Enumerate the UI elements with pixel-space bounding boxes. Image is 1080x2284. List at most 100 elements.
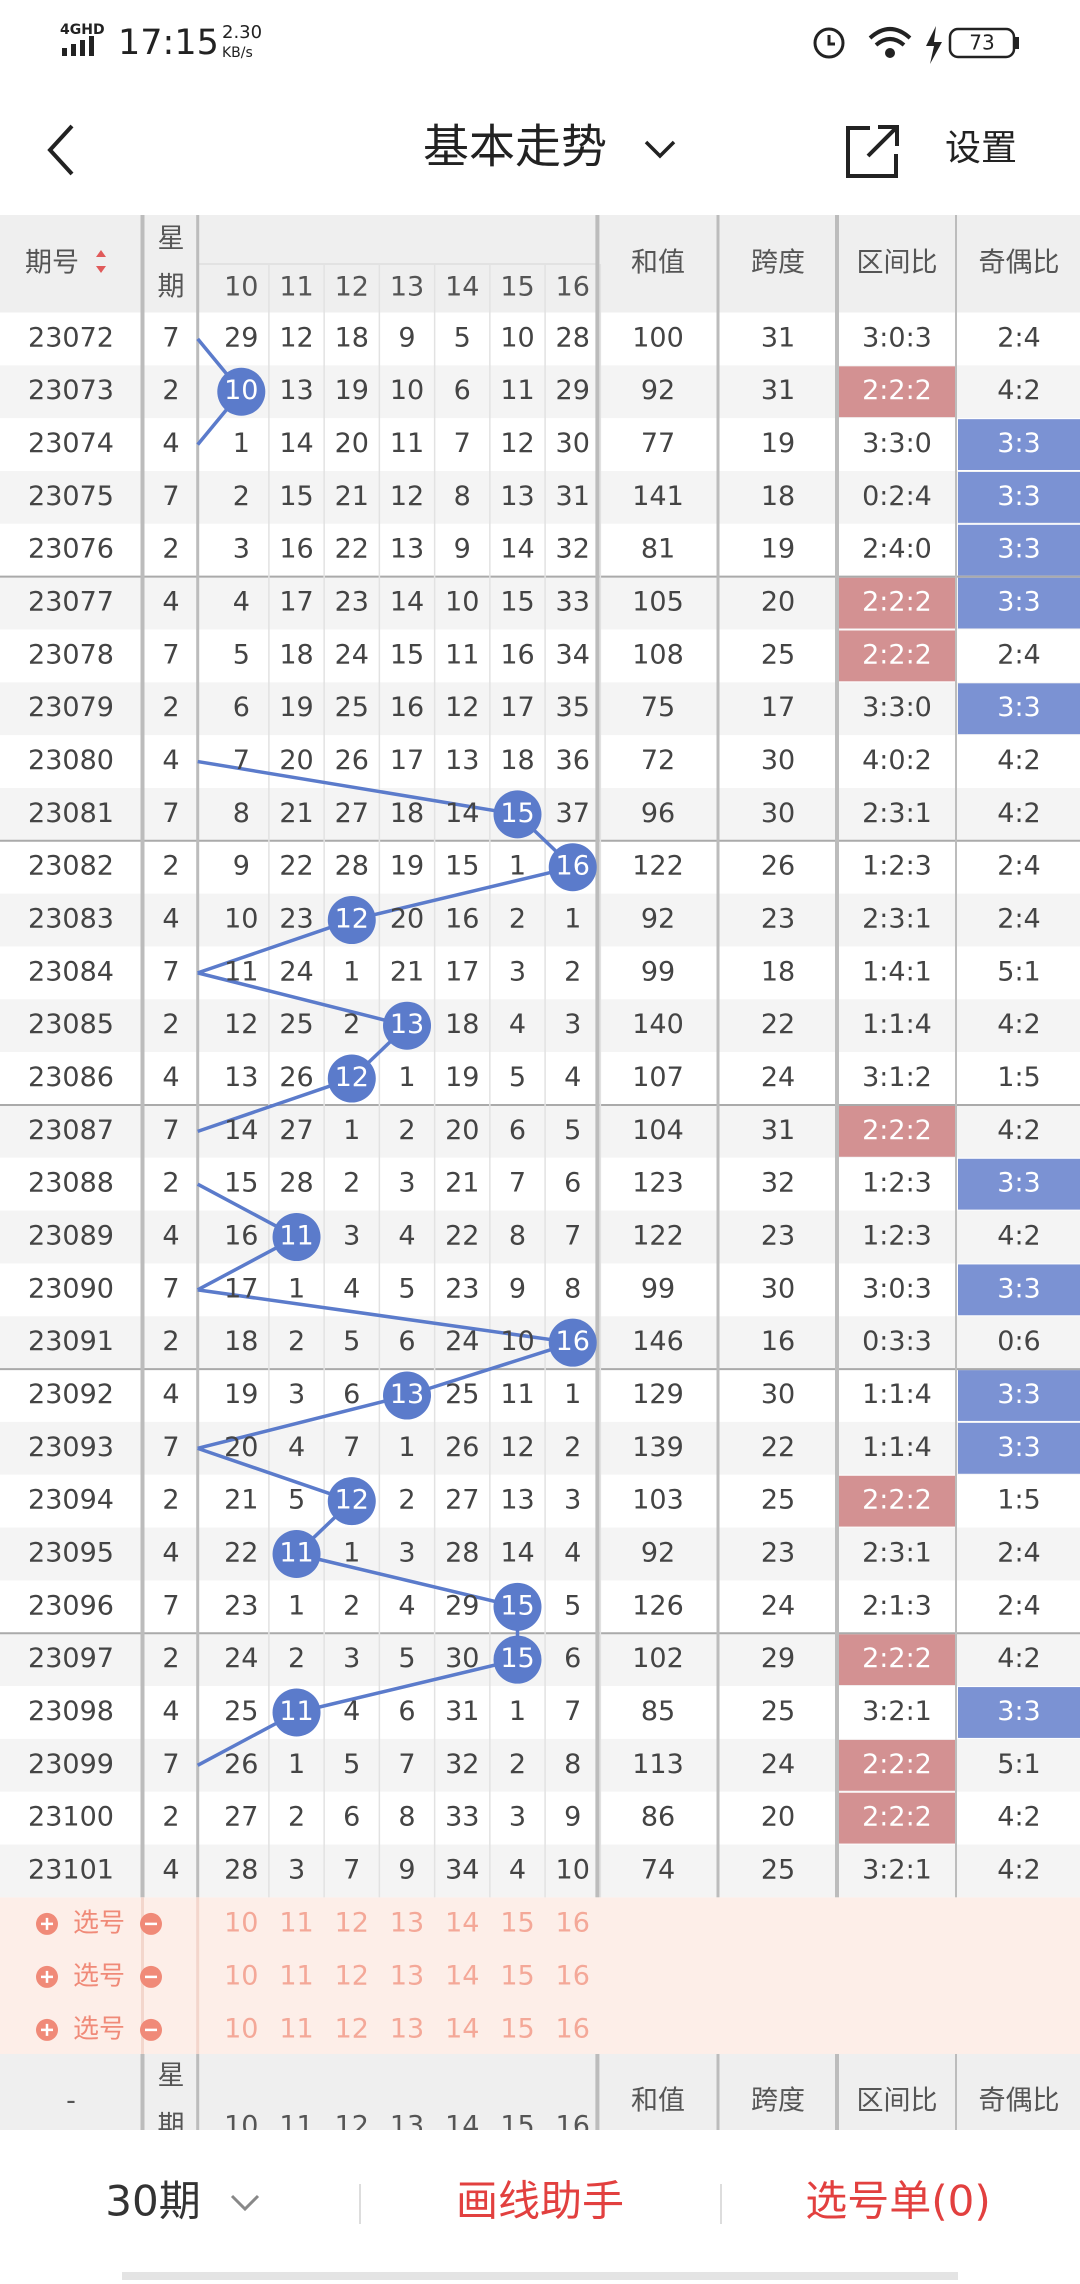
miss-count: 5 [398, 1643, 415, 1674]
settings-button[interactable]: 设置 [945, 128, 1017, 169]
span: 31 [761, 322, 795, 353]
selectable-number[interactable]: 16 [556, 2013, 590, 2044]
selectable-number[interactable]: 16 [556, 1960, 590, 1991]
hit-number: 15 [500, 798, 534, 829]
miss-count: 5 [564, 1590, 581, 1621]
miss-count: 11 [500, 1379, 534, 1410]
miss-count: 6 [398, 1696, 415, 1727]
miss-count: 12 [390, 481, 424, 512]
miss-count: 12 [445, 692, 479, 723]
sort-header[interactable]: 期号 [25, 248, 79, 279]
miss-count: 3 [509, 956, 526, 987]
selectable-number[interactable]: 11 [279, 1960, 313, 1991]
zone-highlight [838, 1105, 956, 1157]
miss-count: 2 [398, 1485, 415, 1516]
selector-label[interactable]: 选号 [73, 2014, 125, 2044]
issue-number: 23079 [28, 692, 114, 723]
selectable-number[interactable]: 11 [279, 2013, 313, 2044]
weekday: 7 [162, 322, 179, 353]
column-header: 区间比 [857, 248, 938, 279]
miss-count: 1 [288, 1590, 305, 1621]
selectable-number[interactable]: 12 [335, 1960, 369, 1991]
selectable-number[interactable]: 15 [500, 2013, 534, 2044]
odd-even: 4:2 [997, 1802, 1040, 1833]
miss-count: 6 [564, 1643, 581, 1674]
selectable-number[interactable]: 13 [390, 1907, 424, 1938]
weekday: 2 [162, 1168, 179, 1199]
odd-even: 3:3 [997, 481, 1040, 512]
hit-ball [493, 1635, 542, 1684]
miss-count: 10 [445, 587, 479, 618]
zone-ratio: 2:2:2 [862, 1802, 932, 1833]
selectable-number[interactable]: 10 [224, 1960, 258, 1991]
miss-count: 23 [445, 1273, 479, 1304]
hit-number: 11 [279, 1221, 313, 1252]
zone-ratio: 3:3:0 [862, 692, 932, 723]
miss-count: 5 [288, 1485, 305, 1516]
selectable-number[interactable]: 14 [445, 1960, 479, 1991]
sum: 85 [641, 1696, 675, 1727]
span: 23 [761, 1538, 795, 1569]
miss-count: 8 [564, 1749, 581, 1780]
span: 25 [761, 1485, 795, 1516]
miss-count: 21 [224, 1485, 258, 1516]
issue-number: 23073 [28, 375, 114, 406]
sum: 74 [641, 1854, 675, 1885]
selectable-number[interactable]: 10 [224, 1907, 258, 1938]
column-header: 和值 [631, 2086, 685, 2117]
selector-label[interactable]: 选号 [73, 1961, 125, 1991]
share-button[interactable] [846, 125, 899, 178]
zone-highlight [838, 1739, 956, 1791]
battery-icon [948, 27, 1016, 59]
zone-ratio: 4:0:2 [862, 745, 932, 776]
title-dropdown[interactable] [644, 140, 676, 159]
zone-highlight [838, 366, 956, 418]
page-title[interactable]: 基本走势 [423, 120, 607, 174]
weekday: 4 [162, 1221, 179, 1252]
row-background [0, 1052, 1080, 1105]
weekday: 7 [162, 798, 179, 829]
period-selector[interactable]: 30期 [105, 2177, 200, 2226]
selectable-number[interactable]: 16 [556, 1907, 590, 1938]
miss-count: 28 [335, 851, 369, 882]
weekday: 2 [162, 1009, 179, 1040]
zone-ratio: 2:2:2 [862, 375, 932, 406]
network-label: 4GHD [60, 22, 105, 38]
span: 31 [761, 375, 795, 406]
miss-count: 17 [279, 587, 313, 618]
hit-ball [493, 1582, 542, 1631]
back-button[interactable] [47, 124, 74, 176]
miss-count: 7 [564, 1221, 581, 1252]
weekday: 2 [162, 1802, 179, 1833]
odd-even-highlight [958, 419, 1080, 470]
selectable-number[interactable]: 11 [279, 1907, 313, 1938]
selectable-number[interactable]: 15 [500, 1960, 534, 1991]
selectable-number[interactable]: 14 [445, 2013, 479, 2044]
draw-helper-button[interactable]: 画线助手 [456, 2177, 624, 2226]
miss-count: 27 [224, 1802, 258, 1833]
selector-label[interactable]: 选号 [73, 1908, 125, 1938]
row-background [0, 1844, 1080, 1898]
miss-count: 21 [445, 1168, 479, 1199]
odd-even: 3:3 [997, 1432, 1040, 1463]
selectable-number[interactable]: 13 [390, 1960, 424, 1991]
miss-count: 37 [556, 798, 590, 829]
selectable-number[interactable]: 12 [335, 1907, 369, 1938]
selectable-number[interactable]: 10 [224, 2013, 258, 2044]
selectable-number[interactable]: 15 [500, 1907, 534, 1938]
pick-list-button[interactable]: 选号单(0) [805, 2177, 991, 2226]
miss-count: 2 [288, 1802, 305, 1833]
hit-number: 15 [500, 1643, 534, 1674]
selectable-number[interactable]: 14 [445, 1907, 479, 1938]
issue-number: 23076 [28, 534, 114, 565]
miss-count: 7 [233, 745, 250, 776]
miss-count: 28 [445, 1538, 479, 1569]
weekday: 2 [162, 851, 179, 882]
miss-count: 7 [343, 1432, 360, 1463]
miss-count: 18 [445, 1009, 479, 1040]
selectable-number[interactable]: 13 [390, 2013, 424, 2044]
issue-number: 23097 [28, 1643, 114, 1674]
issue-number: 23074 [28, 428, 114, 459]
miss-count: 10 [390, 375, 424, 406]
selectable-number[interactable]: 12 [335, 2013, 369, 2044]
